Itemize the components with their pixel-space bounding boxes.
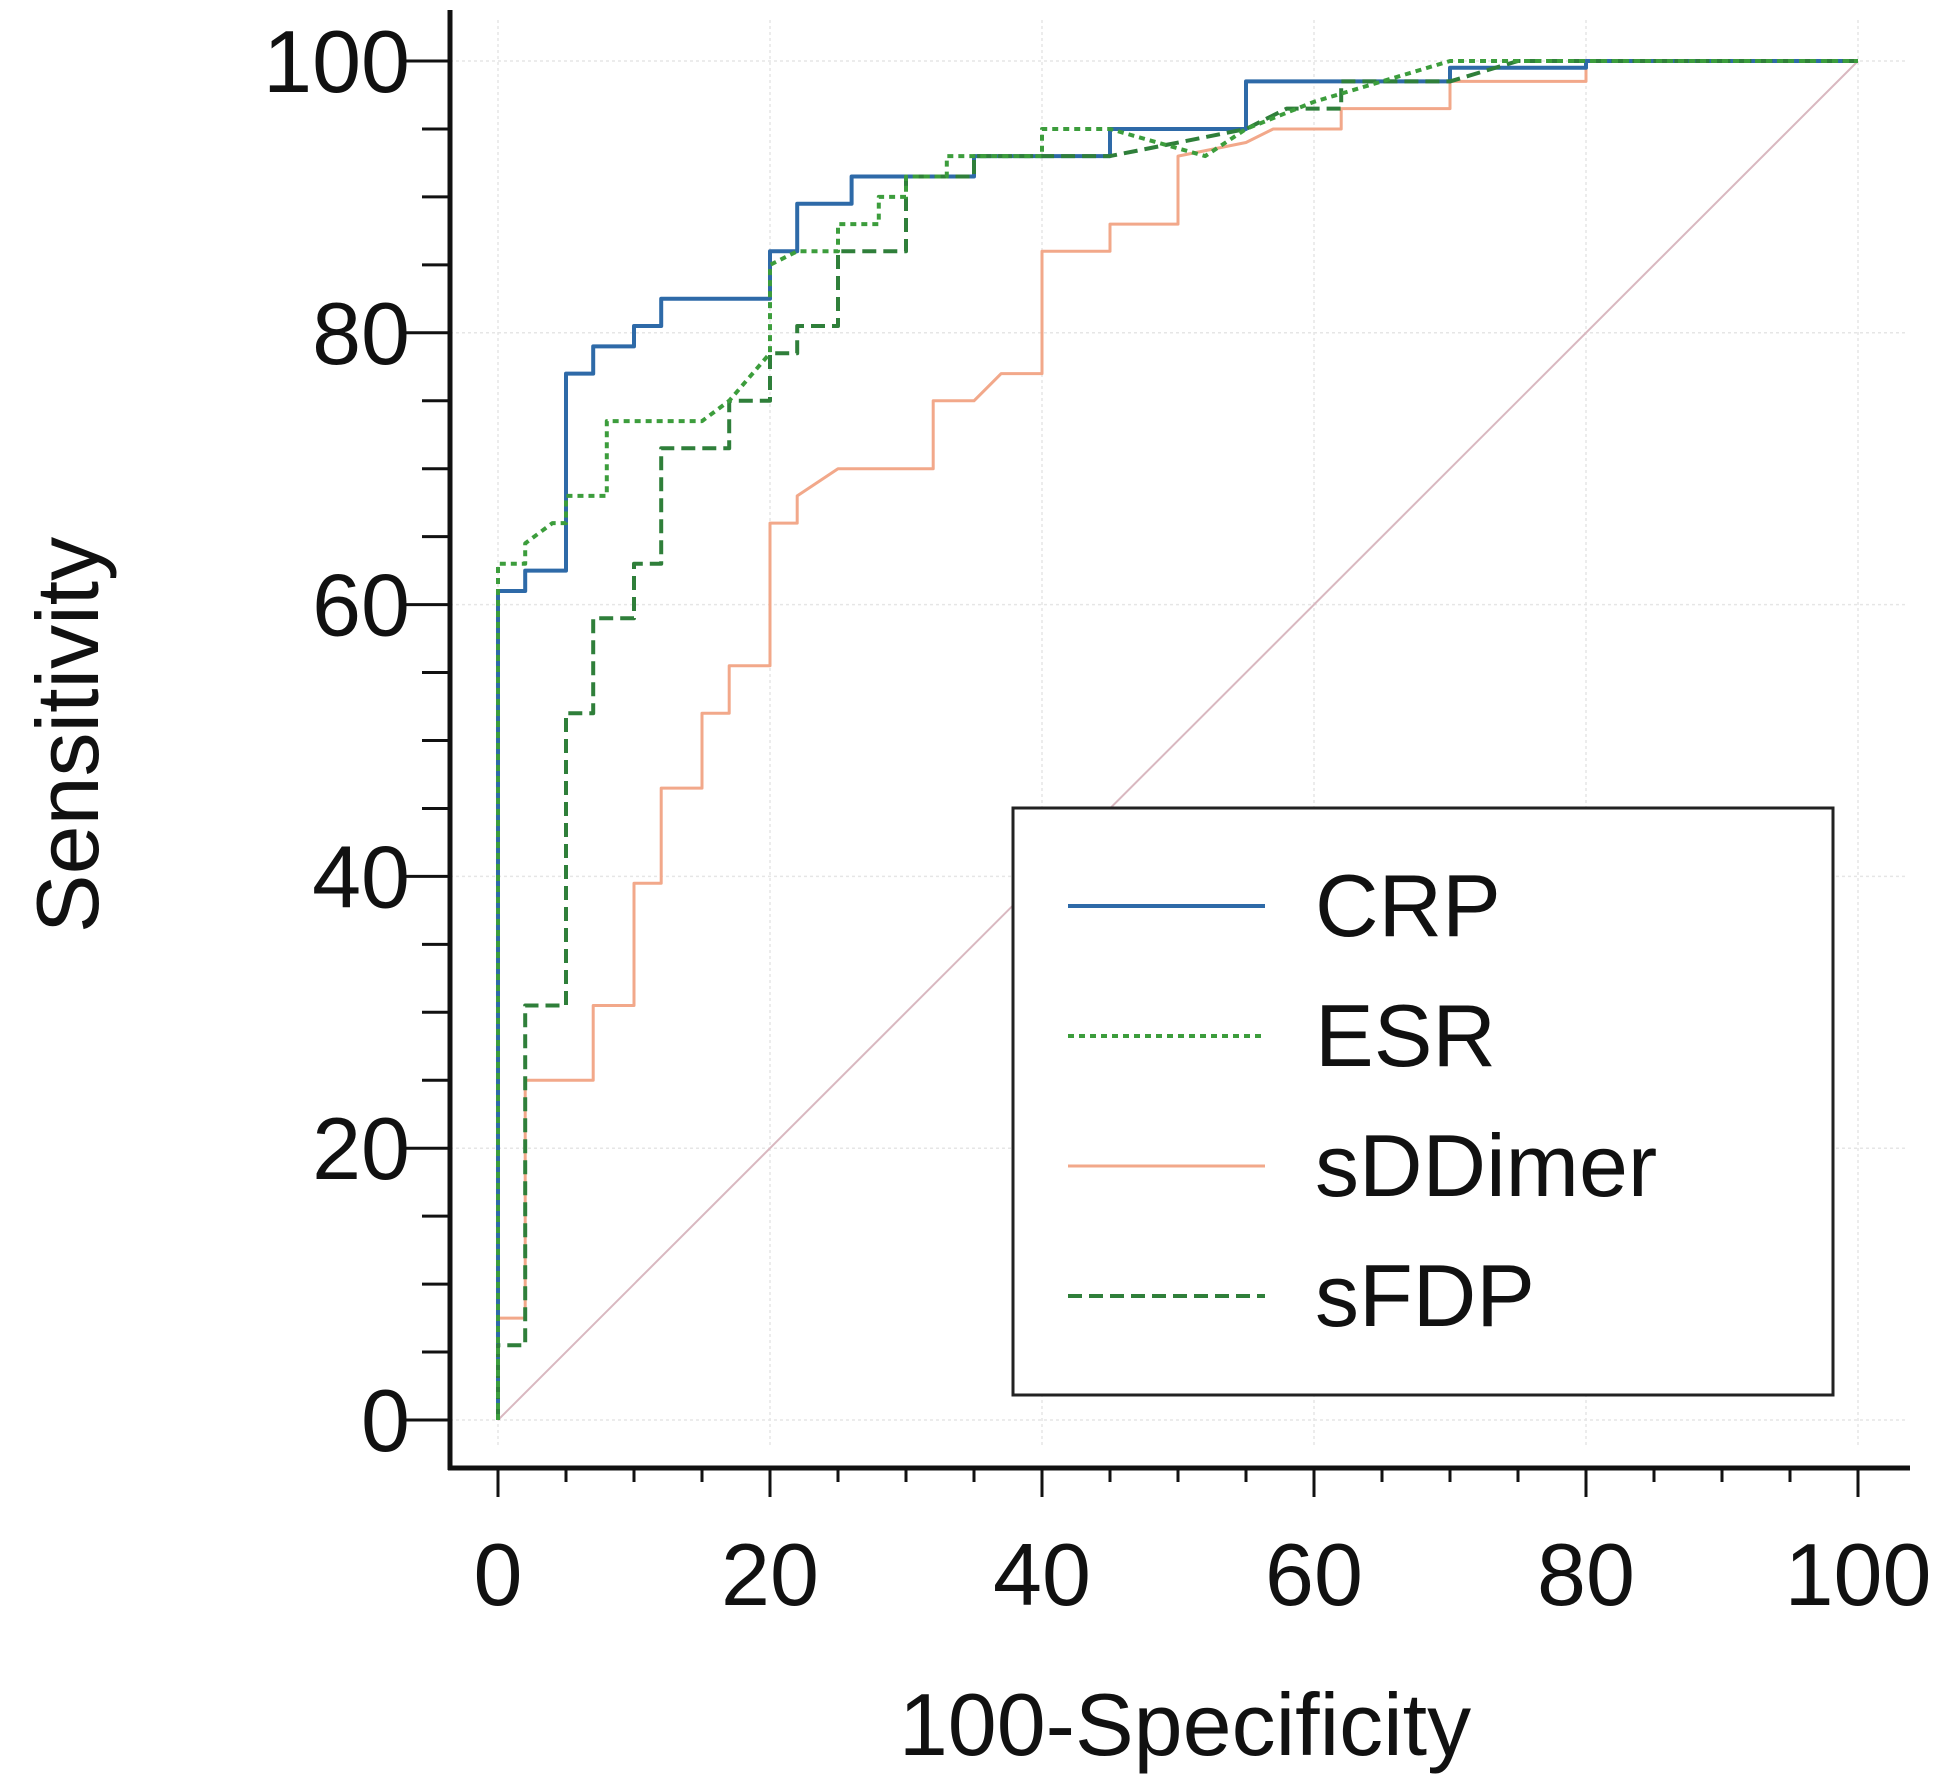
- reference-diagonal: [497, 60, 1859, 1421]
- legend-label-crp: CRP: [1315, 856, 1501, 955]
- axes: [405, 10, 1910, 1497]
- series-line-crp: [496, 59, 1858, 1420]
- series-line-esr: [496, 59, 1858, 1420]
- series-layer: [496, 59, 1858, 1420]
- y-axis-label: Sensitivity: [18, 537, 117, 933]
- y-tick-label: 60: [312, 556, 410, 655]
- y-tick-label: 80: [312, 284, 410, 383]
- legend-label-sddimer: sDDimer: [1315, 1116, 1657, 1215]
- y-tick-label: 20: [312, 1099, 410, 1198]
- x-tick-label: 40: [993, 1525, 1091, 1624]
- legend-label-esr: ESR: [1315, 986, 1496, 1085]
- x-tick-label: 60: [1265, 1525, 1363, 1624]
- reference-line-layer: [497, 60, 1859, 1421]
- tick-labels: 0 20 40 60 80 100 0 20 40 60 80 100: [263, 12, 1931, 1624]
- y-tick-label: 100: [263, 12, 410, 111]
- x-axis-label: 100-Specificity: [899, 1675, 1471, 1774]
- series-line-sddimer: [496, 59, 1858, 1420]
- series-line-sfdp: [496, 59, 1858, 1420]
- x-tick-label: 20: [721, 1525, 819, 1624]
- x-tick-label: 80: [1537, 1525, 1635, 1624]
- x-tick-label: 100: [1785, 1525, 1932, 1624]
- legend-label-sfdp: sFDP: [1315, 1246, 1535, 1345]
- legend: CRP ESR sDDimer sFDP: [1011, 806, 1835, 1397]
- y-tick-label: 40: [312, 827, 410, 926]
- x-tick-label: 0: [474, 1525, 523, 1624]
- y-tick-label: 0: [361, 1371, 410, 1470]
